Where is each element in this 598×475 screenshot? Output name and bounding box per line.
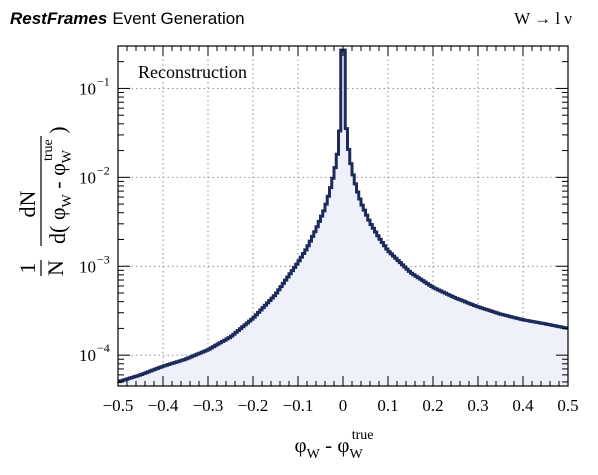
x-tick-label: −0.3	[193, 396, 224, 415]
brand-name: RestFrames	[10, 9, 107, 28]
plot-frame	[117, 45, 569, 387]
x-tick-label: 0.4	[512, 396, 534, 415]
x-tick-label: 0.5	[557, 396, 578, 415]
y-tick-label: 10	[79, 346, 96, 365]
x-axis-title: φW - φWtrue	[295, 428, 374, 462]
x-tick-label: 0.3	[467, 396, 488, 415]
header-title: RestFrames Event Generation	[10, 9, 245, 28]
process-label: W → l ν	[514, 9, 572, 28]
svg-text:dN: dN	[15, 190, 40, 217]
y-tick-exponent: −1	[97, 74, 110, 88]
x-tick-label: 0.1	[377, 396, 398, 415]
plot-area: Reconstruction	[117, 45, 569, 387]
y-tick-exponent: −2	[97, 163, 110, 177]
y-tick-label: 10	[79, 257, 96, 276]
y-tick-label: 10	[79, 168, 96, 187]
x-tick-label: 0.2	[422, 396, 443, 415]
x-tick-labels: −0.5 −0.4 −0.3 −0.2 −0.1 0 0.1 0.2 0.3 0.4 0.5	[103, 396, 579, 415]
y-tick-label: 10	[79, 79, 96, 98]
y-tick-exponent: −4	[97, 341, 110, 355]
axis-ticks	[117, 46, 569, 386]
x-tick-label: −0.2	[238, 396, 269, 415]
annotation-label: Reconstruction	[138, 62, 247, 82]
x-tick-label: −0.5	[103, 396, 134, 415]
y-tick-exponent: −3	[97, 252, 110, 266]
x-tick-label: −0.1	[283, 396, 314, 415]
svg-text:1: 1	[15, 263, 40, 274]
y-tick-labels: 10−410−310−210−1	[79, 74, 110, 365]
svg-text:d( φW - φWtrue ): d( φW - φWtrue )	[41, 126, 75, 244]
y-axis-title: 1 N dN d( φW - φWtrue )	[15, 126, 75, 276]
x-tick-label: 0	[339, 396, 348, 415]
x-tick-label: −0.4	[148, 396, 179, 415]
header-subtitle: Event Generation	[112, 9, 244, 28]
svg-text:N: N	[43, 260, 68, 276]
histogram-fill	[118, 50, 568, 387]
